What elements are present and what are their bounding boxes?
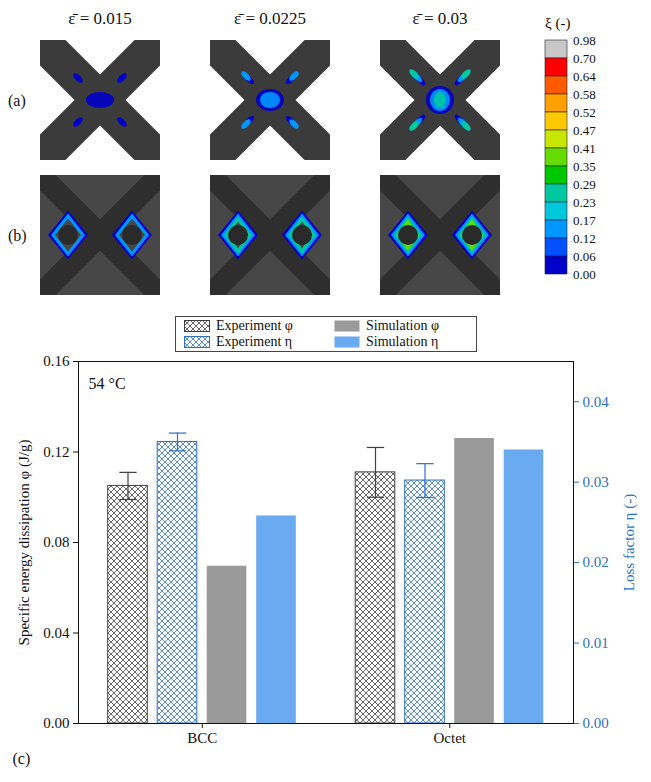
svg-text:0.04: 0.04 — [583, 394, 610, 410]
svg-text:0.41: 0.41 — [573, 141, 596, 156]
svg-text:0.98: 0.98 — [573, 33, 596, 48]
svg-text:Loss factor η (-): Loss factor η (-) — [621, 494, 638, 591]
svg-text:54 °C: 54 °C — [89, 375, 126, 392]
svg-text:0.00: 0.00 — [43, 715, 69, 731]
html-text:Experiment φ: Experiment φ — [216, 318, 293, 333]
svg-text:0.17: 0.17 — [573, 213, 596, 228]
svg-text:0.47: 0.47 — [573, 123, 596, 138]
html-text:Experiment η: Experiment η — [216, 334, 293, 349]
svg-text:(c): (c) — [13, 750, 31, 768]
svg-text:Octet: Octet — [434, 730, 467, 746]
html-text:Simulation η: Simulation η — [366, 334, 439, 349]
svg-text:0.08: 0.08 — [43, 534, 69, 550]
svg-text:0.00: 0.00 — [583, 715, 609, 731]
svg-text:Specific energy dissipation φ: Specific energy dissipation φ (J/g) — [16, 440, 33, 646]
svg-text:BCC: BCC — [187, 730, 217, 746]
svg-text:0.64: 0.64 — [573, 69, 596, 84]
svg-text:0.04: 0.04 — [43, 625, 70, 641]
svg-text:0.12: 0.12 — [573, 231, 596, 246]
svg-text:0.23: 0.23 — [573, 195, 596, 210]
svg-text:ε̄ = 0.015: ε̄ = 0.015 — [68, 9, 131, 28]
svg-text:0.35: 0.35 — [573, 159, 596, 174]
svg-text:0.01: 0.01 — [583, 635, 609, 651]
svg-text:0.02: 0.02 — [583, 554, 609, 570]
svg-text:0.58: 0.58 — [573, 87, 596, 102]
svg-text:0.12: 0.12 — [43, 444, 69, 460]
svg-text:0.16: 0.16 — [43, 353, 70, 369]
svg-text:(b): (b) — [8, 227, 27, 245]
svg-text:0.29: 0.29 — [573, 177, 596, 192]
svg-text:ε̄ = 0.03: ε̄ = 0.03 — [413, 9, 468, 28]
svg-text:0.03: 0.03 — [583, 474, 609, 490]
svg-text:0.70: 0.70 — [573, 51, 596, 66]
svg-text:(a): (a) — [8, 92, 26, 110]
svg-text:ε̄ = 0.0225: ε̄ = 0.0225 — [234, 9, 306, 28]
svg-text:ξ (-): ξ (-) — [545, 15, 570, 32]
svg-text:0.00: 0.00 — [573, 267, 596, 282]
html-text:Simulation φ: Simulation φ — [366, 318, 439, 333]
svg-text:0.06: 0.06 — [573, 249, 596, 264]
svg-text:0.52: 0.52 — [573, 105, 596, 120]
